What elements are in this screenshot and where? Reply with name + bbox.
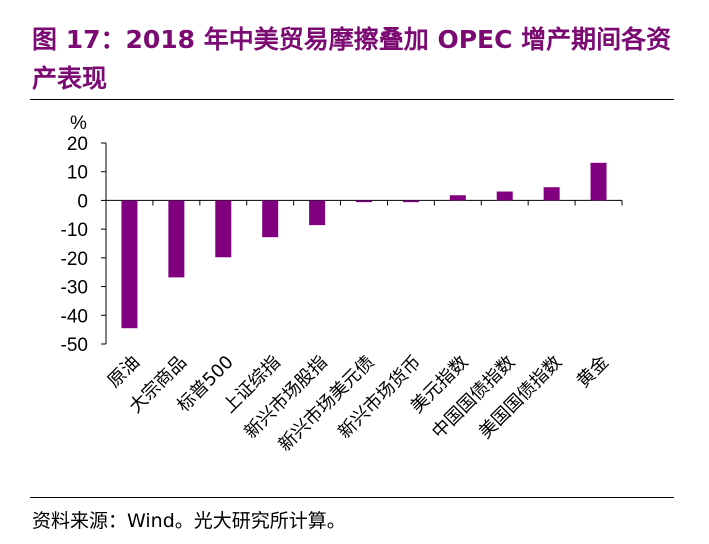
- title-divider: [30, 99, 674, 100]
- bar: [121, 200, 138, 329]
- y-tick-label: 20: [67, 134, 88, 155]
- bar: [309, 200, 326, 226]
- chart-title: 图 17：2018 年中美贸易摩擦叠加 OPEC 增产期间各资产表现: [32, 25, 672, 93]
- y-tick-label: 10: [67, 163, 88, 184]
- y-tick-label: -20: [61, 249, 88, 270]
- y-tick-label: -10: [61, 220, 88, 241]
- category-labels: 原油大宗商品标普500上证综指新兴市场股指新兴市场美元债新兴市场货币美元指数中国…: [104, 352, 613, 456]
- bar: [168, 200, 185, 278]
- bar: [543, 187, 560, 201]
- source-note: 资料来源：Wind。光大研究所计算。: [32, 510, 346, 532]
- x-category-label: 原油: [104, 352, 144, 392]
- footer-divider: [30, 497, 674, 498]
- bar: [356, 200, 372, 203]
- y-tick-label: -40: [61, 306, 88, 327]
- y-axis-unit-label: %: [70, 113, 87, 134]
- bar: [590, 162, 607, 201]
- bar: [262, 200, 279, 238]
- y-tick-label: 0: [77, 191, 88, 212]
- x-axis-ticks: [105, 200, 623, 206]
- bar-series: [121, 162, 607, 329]
- y-axis-ticks: 20 10 0 -10 -20 -30 -40 -50: [61, 134, 106, 356]
- y-tick-label: -30: [61, 278, 88, 299]
- bar: [496, 191, 513, 201]
- bar: [449, 195, 466, 201]
- x-category-label: 美国国债指数: [475, 352, 566, 443]
- y-tick-label: -50: [61, 335, 88, 356]
- bar: [215, 200, 232, 258]
- x-category-label: 黄金: [573, 352, 613, 392]
- bar: [402, 200, 419, 203]
